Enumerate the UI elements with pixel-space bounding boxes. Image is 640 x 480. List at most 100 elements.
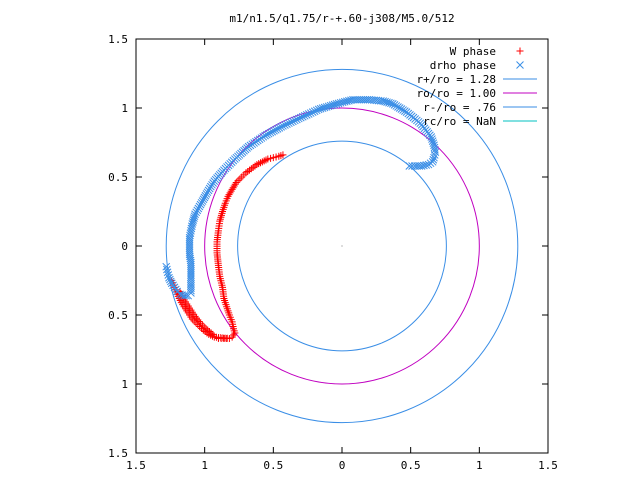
circle-series-2 <box>237 140 447 352</box>
w-phase-point <box>257 159 265 167</box>
drho-phase-point <box>310 107 319 116</box>
drho-phase-point <box>283 120 291 128</box>
drho-phase-point <box>289 117 297 126</box>
w-phase-point <box>258 158 266 166</box>
x-tick-label: 0 <box>339 459 346 472</box>
drho-phase-point <box>195 202 204 211</box>
drho-phase-point <box>263 130 271 139</box>
drho-phase-point <box>196 200 205 209</box>
legend-label: r+/ro = 1.28 <box>417 73 496 86</box>
drho-phase-point <box>424 160 433 169</box>
drho-phase-point <box>294 114 303 123</box>
drho-phase-point <box>202 190 211 198</box>
x-tick-label: 1 <box>201 459 208 472</box>
w-phase-point <box>262 156 270 164</box>
w-phase-point <box>279 151 287 159</box>
drho-phase-point <box>275 124 284 132</box>
drho-phase-point <box>428 137 437 145</box>
drho-phase-point <box>302 111 311 119</box>
drho-phase-point <box>261 131 269 140</box>
legend-label: drho phase <box>430 59 496 72</box>
drho-phase-point <box>194 204 203 213</box>
drho-phase-point <box>187 226 195 235</box>
drho-phase-point <box>176 290 184 299</box>
drho-phase-point <box>304 110 313 118</box>
drho-phase-point <box>430 153 438 162</box>
origin-dot <box>341 245 343 247</box>
data-points <box>162 47 524 342</box>
y-tick-label: 1.5 <box>108 447 128 460</box>
circle-series-1 <box>204 107 480 385</box>
x-tick-label: 0.5 <box>401 459 421 472</box>
drho-phase-point <box>164 271 173 279</box>
w-phase-point <box>246 166 254 174</box>
drho-phase-point <box>430 151 439 159</box>
drho-phase-point <box>271 125 280 134</box>
y-tick-label: 0 <box>121 240 128 253</box>
w-phase-point <box>231 180 239 188</box>
w-phase-point <box>236 175 244 183</box>
drho-phase-point <box>166 277 175 286</box>
w-phase-point <box>192 314 200 322</box>
drho-phase-point <box>290 116 299 125</box>
y-tick-label: 1.5 <box>108 33 128 46</box>
w-phase-point <box>204 326 212 334</box>
legend-marker <box>516 47 524 55</box>
y-tick-label: 0.5 <box>108 309 128 322</box>
w-phase-point <box>251 162 259 170</box>
legend-label: r-/ro = .76 <box>423 101 496 114</box>
legend-label: W phase <box>450 45 496 58</box>
drho-phase-point <box>264 129 273 138</box>
w-phase-point <box>244 167 252 175</box>
drho-phase-point <box>427 133 436 141</box>
drho-phase-point <box>408 162 416 170</box>
x-tick-label: 1 <box>476 459 483 472</box>
drho-phase-point <box>422 161 431 169</box>
axis-ticks: 1.5 1 0.5 0 0.5 1 1.51.510.500.511.5 <box>108 33 558 472</box>
drho-phase-point <box>193 206 202 215</box>
drho-phase-point <box>190 212 199 221</box>
x-tick-label: 1.5 <box>538 459 558 472</box>
drho-phase-point <box>199 195 208 204</box>
legend-marker <box>516 61 524 69</box>
drho-phase-point <box>405 162 414 170</box>
circle-series-0 <box>165 68 519 424</box>
drho-phase-point <box>430 143 439 152</box>
y-tick-label: 1 <box>121 378 128 391</box>
drho-phase-point <box>187 224 196 233</box>
w-phase-point <box>217 211 225 219</box>
w-phase-point <box>253 161 261 169</box>
drho-phase-point <box>191 210 199 219</box>
drho-phase-point <box>197 198 206 207</box>
drho-phase-point <box>298 112 307 121</box>
drho-phase-point <box>306 109 315 117</box>
drho-phase-point <box>277 123 286 131</box>
drho-phase-point <box>281 121 289 129</box>
reference-circles <box>165 68 519 424</box>
drho-phase-point <box>186 231 194 240</box>
drho-phase-point <box>410 162 419 170</box>
drho-phase-point <box>308 108 317 116</box>
drho-phase-point <box>201 191 210 200</box>
drho-phase-point <box>312 106 321 115</box>
x-tick-label: 1.5 <box>126 459 146 472</box>
w-phase-point <box>217 213 225 221</box>
drho-phase-point <box>198 197 207 205</box>
chart-title: m1/n1.5/q1.75/r-+.60-j308/M5.0/512 <box>229 12 454 25</box>
w-phase-point <box>216 215 224 223</box>
y-tick-label: 1 <box>121 102 128 115</box>
drho-phase-point <box>296 113 305 122</box>
drho-phase-point <box>165 273 173 282</box>
drho-phase-point <box>266 128 275 137</box>
drho-phase-point <box>429 139 438 148</box>
origin-marker <box>341 245 343 247</box>
legend-label: ro/ro = 1.00 <box>417 87 496 100</box>
drho-phase-point <box>166 275 174 284</box>
drho-phase-point <box>186 229 195 237</box>
drho-phase-point <box>185 233 194 242</box>
drho-phase-point <box>279 122 287 130</box>
drho-phase-point <box>270 126 278 135</box>
drho-phase-point <box>428 135 436 143</box>
